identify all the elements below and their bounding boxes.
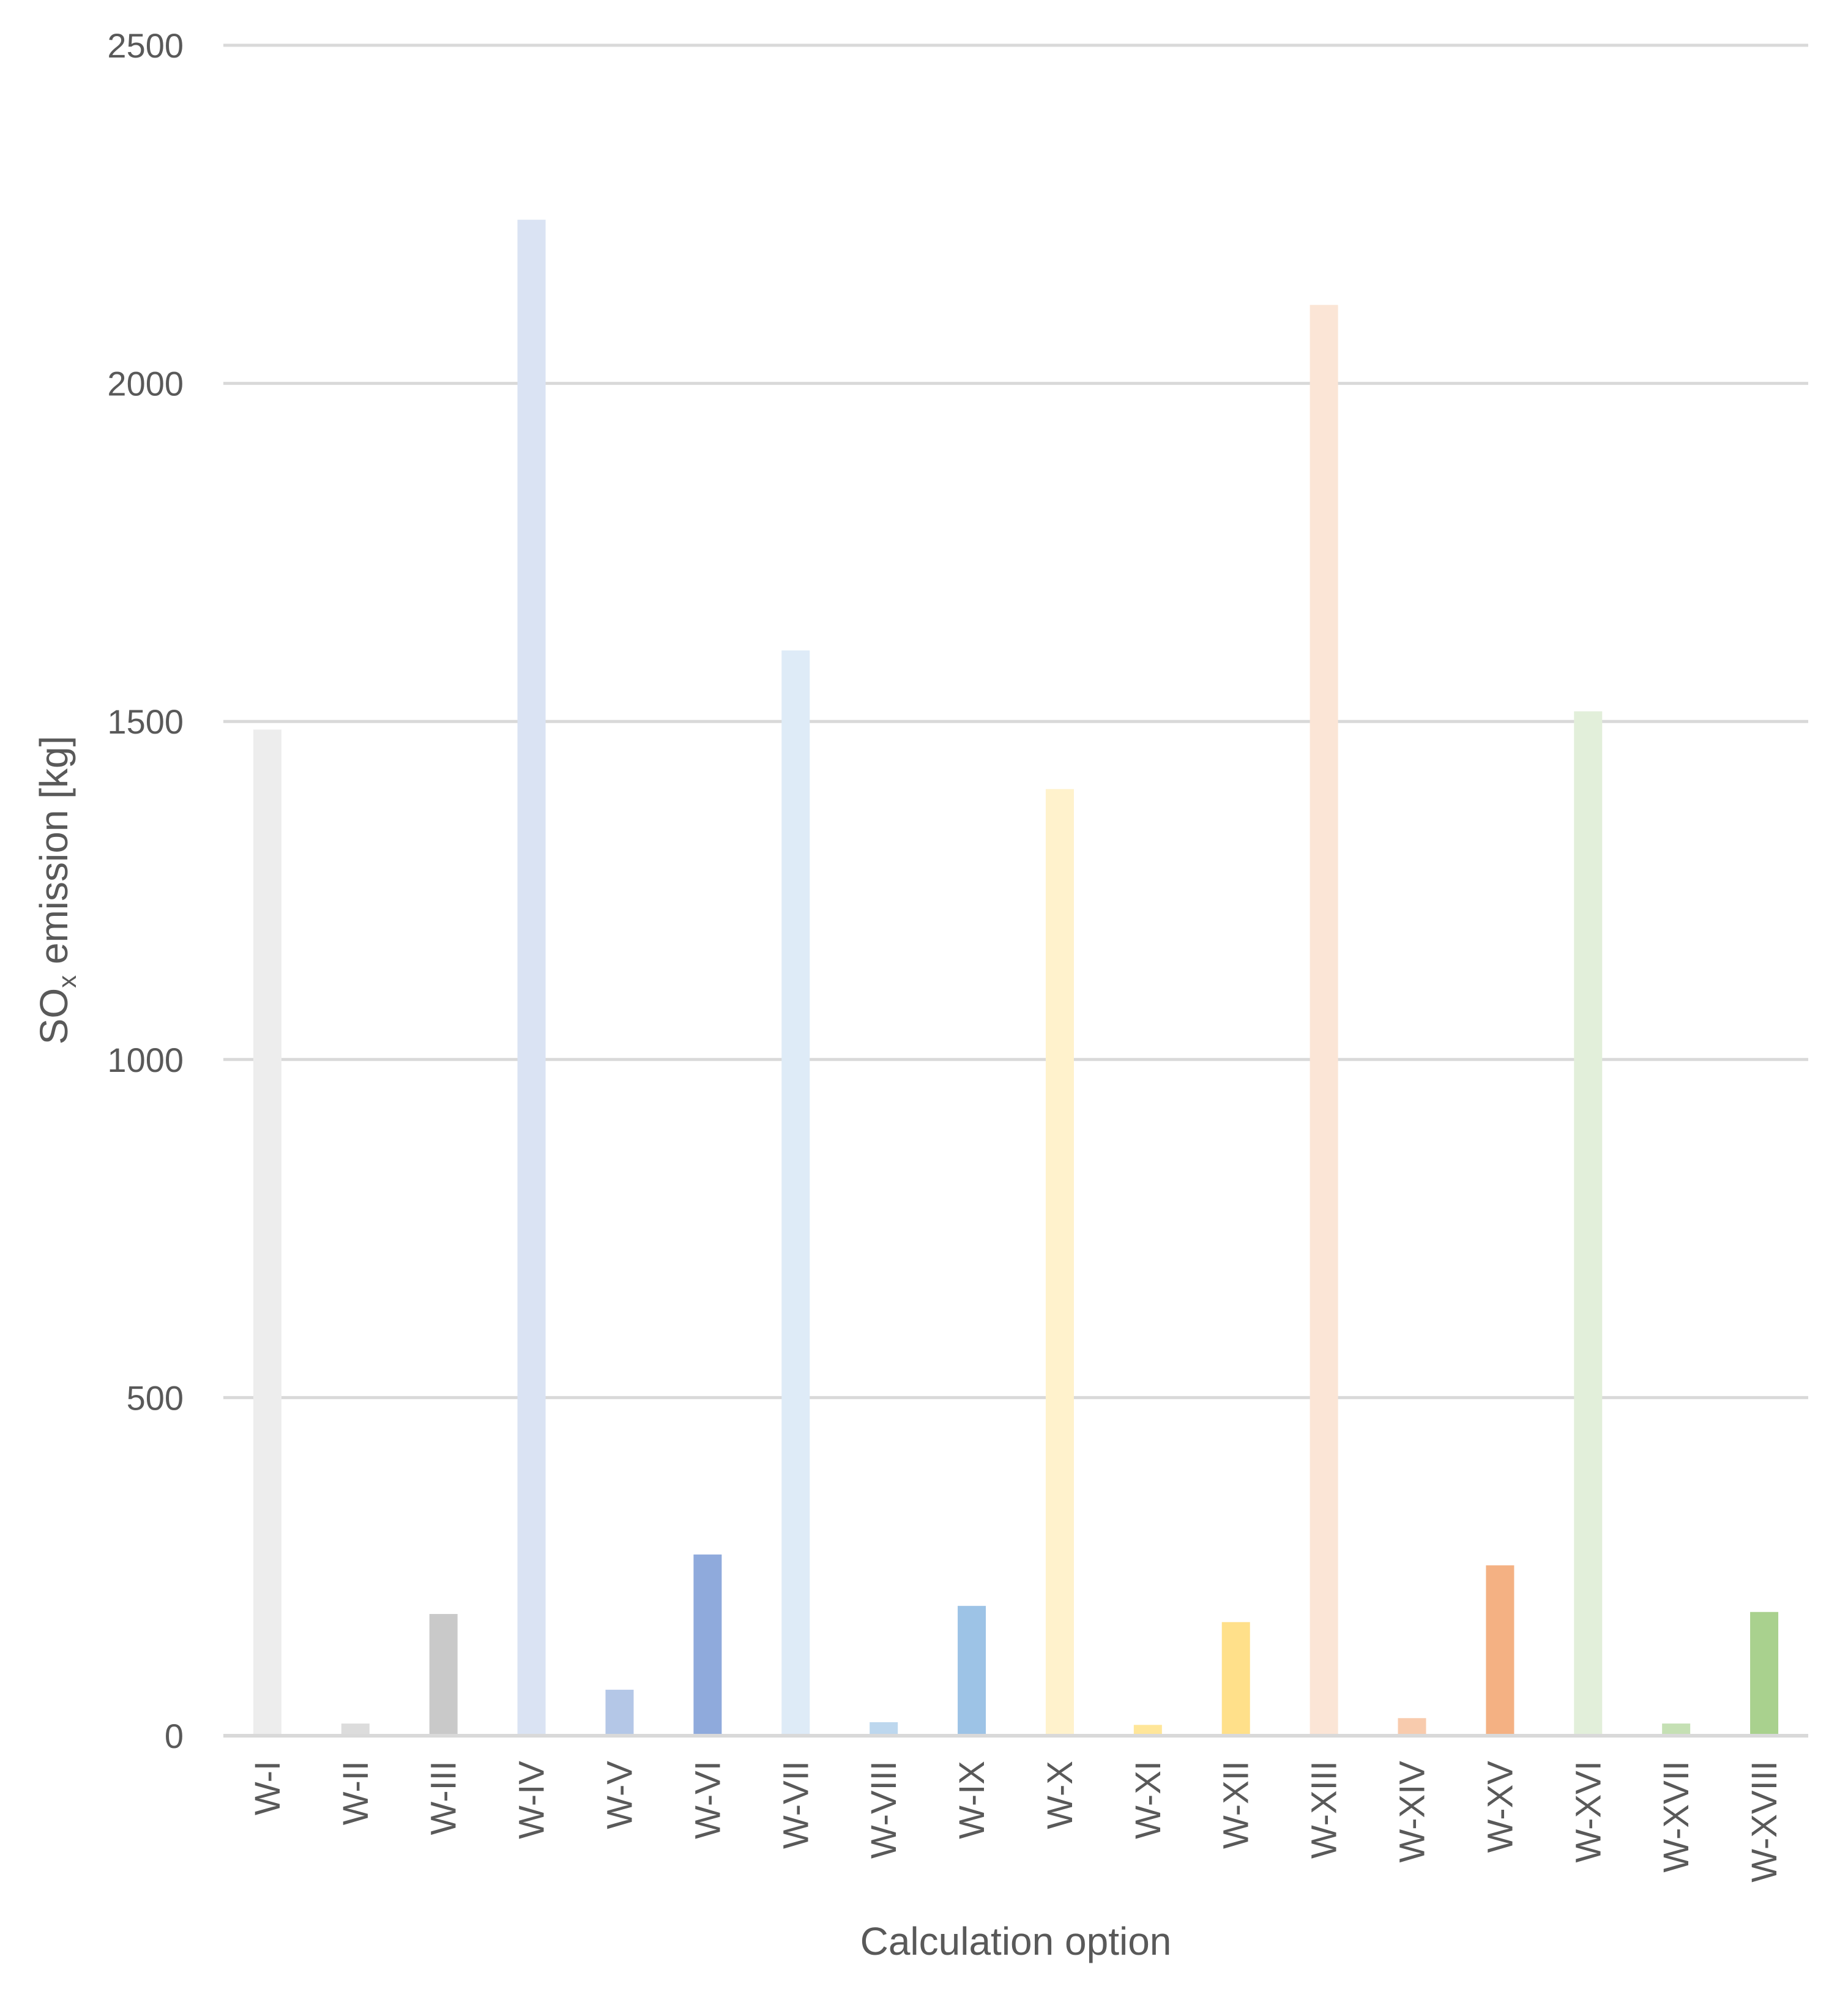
x-tick-label: W-IV — [512, 1761, 552, 1839]
bar-w-vi — [693, 1554, 722, 1736]
bar-w-xiii — [1310, 305, 1338, 1736]
x-tick-label: W-XVI — [1568, 1761, 1608, 1863]
bar-w-xvii — [1662, 1723, 1691, 1736]
y-tick-label: 2000 — [107, 365, 184, 403]
y-tick-label: 500 — [127, 1378, 184, 1417]
bar-w-v — [605, 1689, 634, 1736]
bar-w-iv — [517, 220, 546, 1736]
y-axis-title-subscript: x — [53, 975, 81, 988]
x-tick-label: W-X — [1040, 1761, 1080, 1829]
bar-w-vii — [781, 650, 810, 1736]
bar-w-xviii — [1750, 1612, 1779, 1736]
bar-w-x — [1045, 789, 1074, 1736]
y-gridlines — [223, 43, 1808, 1399]
x-tick-label: W-I — [248, 1761, 288, 1815]
bar-w-xv — [1486, 1565, 1515, 1736]
x-tick-labels: W-I W-II W-III W-IV W-V W-VI W-VII W-VIII W-IX W-… — [248, 1761, 1784, 1883]
bar-w-xi — [1133, 1725, 1162, 1736]
x-tick-label: W-XVIII — [1745, 1761, 1784, 1883]
y-tick-labels: 0 500 1000 1500 2000 2500 — [107, 26, 184, 1755]
x-tick-label: W-XV — [1480, 1761, 1520, 1853]
bar-w-xvi — [1574, 711, 1603, 1736]
bar-w-ix — [958, 1605, 986, 1736]
bar-w-xiv — [1398, 1718, 1426, 1736]
x-tick-label: W-II — [336, 1761, 376, 1825]
x-tick-label: W-VII — [776, 1761, 816, 1849]
bar-w-ii — [341, 1723, 370, 1736]
y-axis-title-suffix: emission [kg] — [32, 736, 76, 975]
x-tick-label: W-XIII — [1305, 1761, 1344, 1859]
bars — [253, 220, 1779, 1736]
x-tick-label: W-XII — [1216, 1761, 1256, 1849]
x-axis-title: Calculation option — [860, 1919, 1172, 1963]
bar-w-viii — [870, 1722, 898, 1736]
x-tick-label: W-VI — [688, 1761, 728, 1839]
x-tick-label: W-V — [600, 1761, 640, 1829]
bar-w-iii — [429, 1614, 458, 1736]
y-tick-label: 1500 — [107, 702, 184, 741]
y-tick-label: 2500 — [107, 26, 184, 65]
y-tick-label: 0 — [165, 1717, 184, 1755]
bar-w-i — [253, 729, 281, 1736]
x-tick-label: W-III — [424, 1761, 464, 1835]
x-tick-label: W-IX — [952, 1761, 992, 1839]
y-tick-label: 1000 — [107, 1041, 184, 1079]
y-axis-title-prefix: SO — [32, 988, 76, 1044]
x-tick-label: W-XIV — [1393, 1761, 1433, 1863]
x-tick-label: W-VIII — [864, 1761, 904, 1859]
y-axis-title: SOx emission [kg] — [32, 736, 81, 1045]
x-tick-label: W-XI — [1128, 1761, 1168, 1839]
x-tick-label: W-XVII — [1656, 1761, 1696, 1873]
bar-w-xii — [1221, 1622, 1250, 1736]
